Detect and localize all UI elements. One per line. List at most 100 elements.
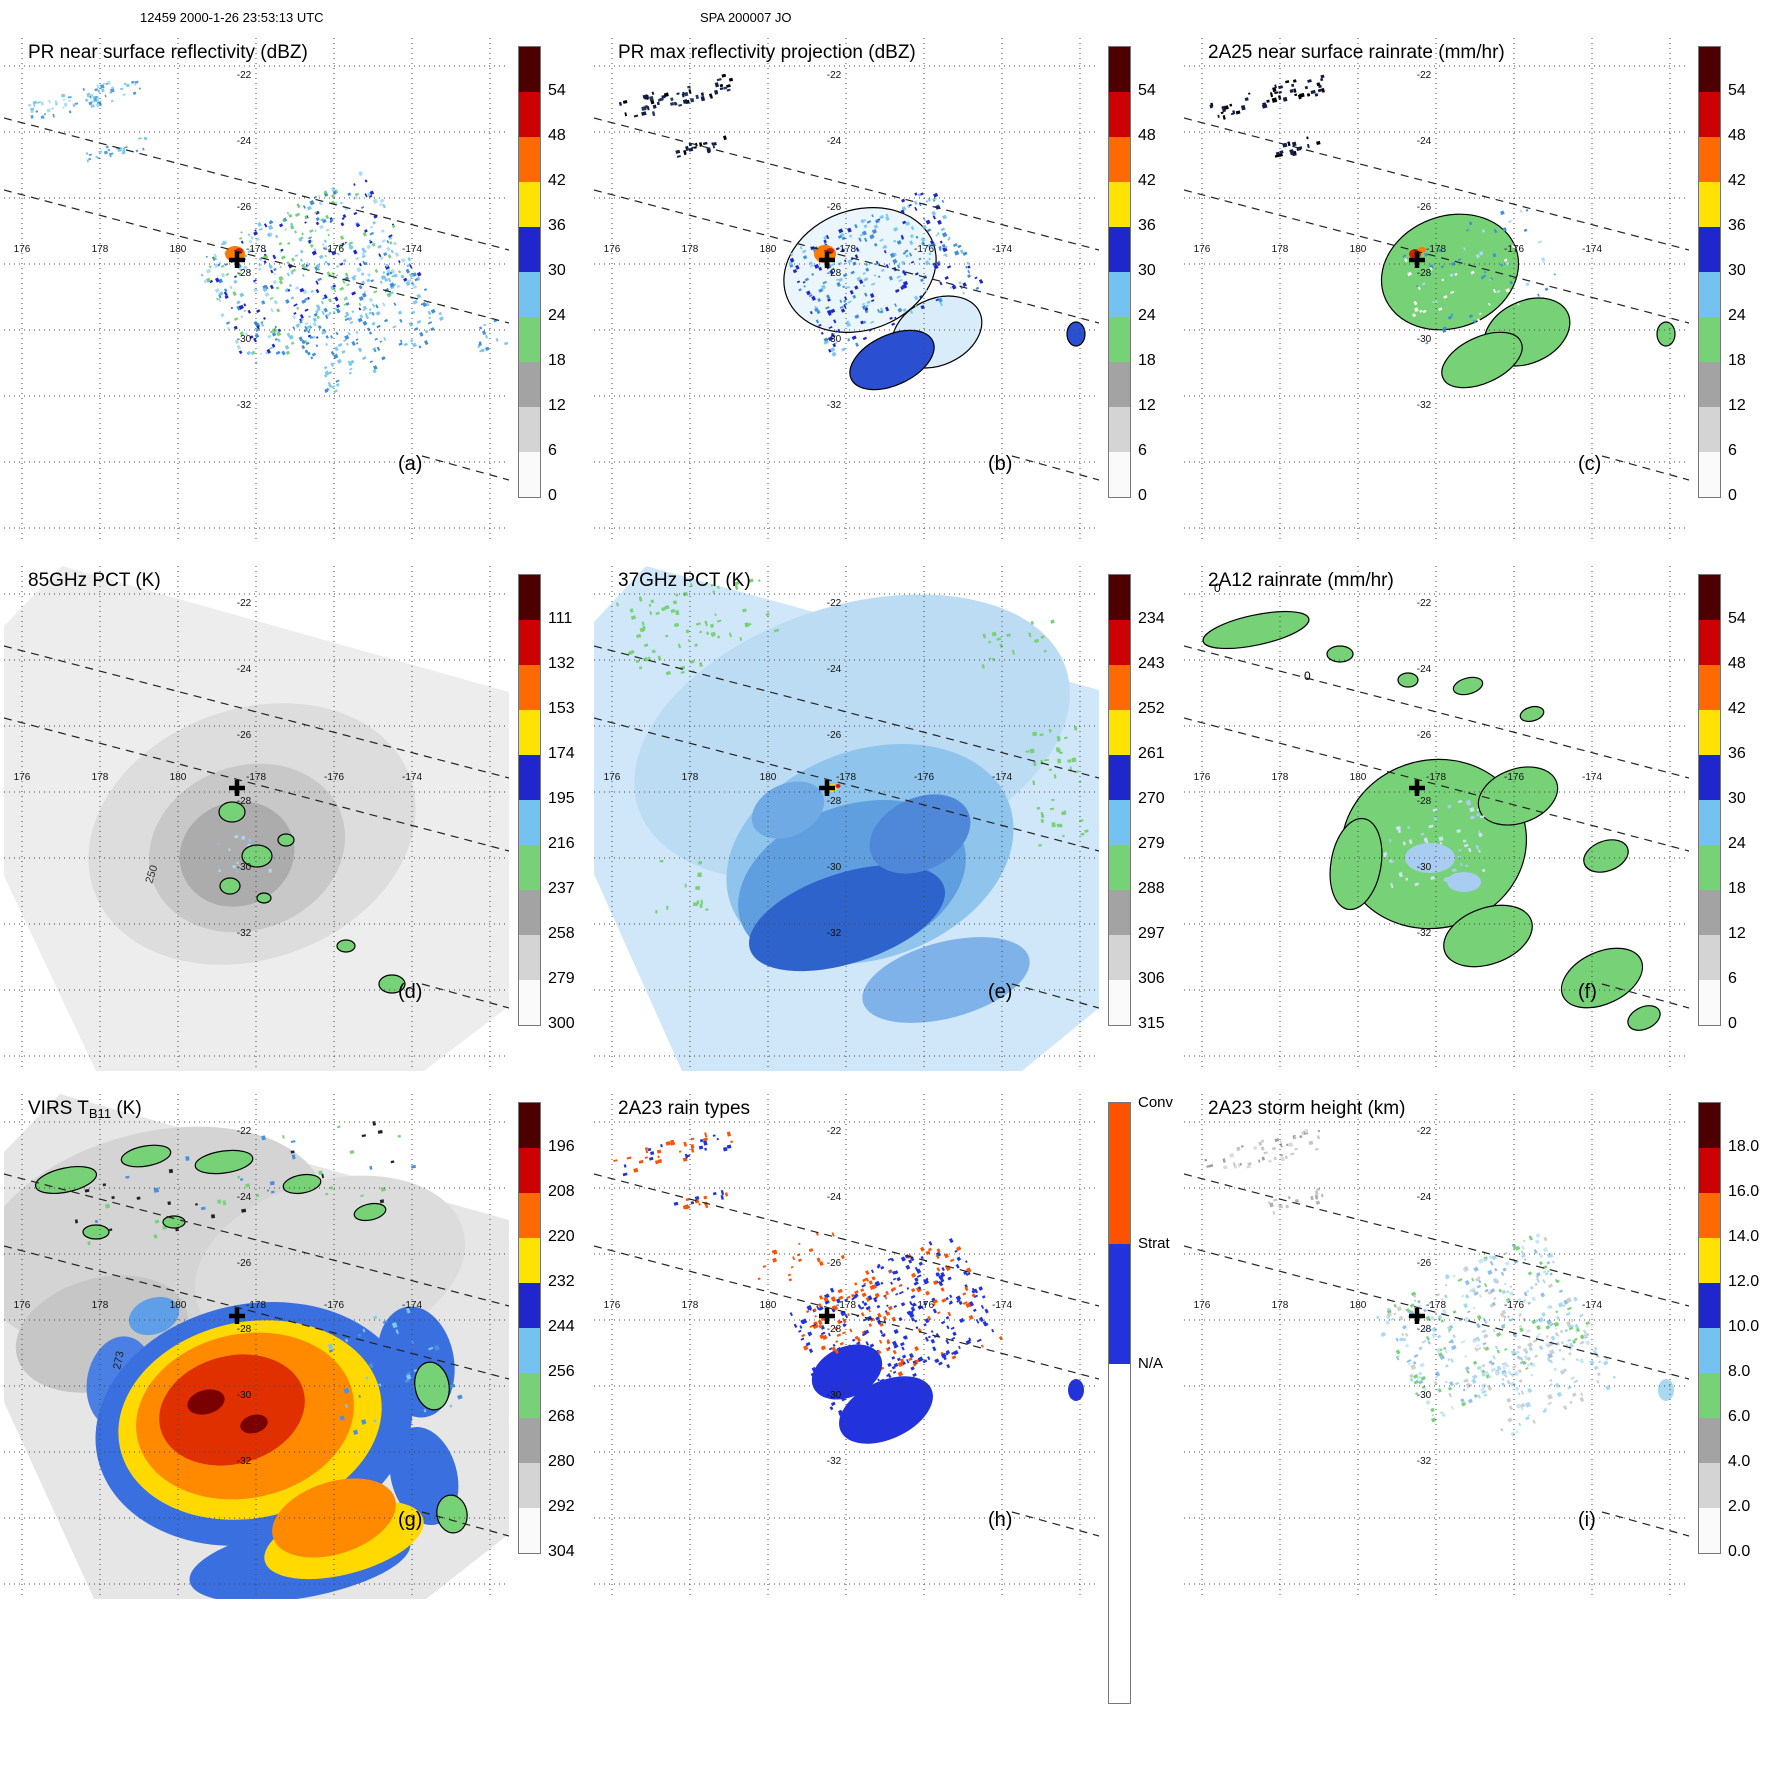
panel-letter: (a)	[398, 453, 422, 475]
colorbar-segment	[1699, 890, 1720, 935]
data-blob	[1583, 839, 1629, 873]
lat-label: -24	[827, 1192, 842, 1203]
speckle-field	[1204, 1128, 1321, 1170]
lon-label: 178	[1272, 1300, 1289, 1311]
lat-label: -32	[1417, 1456, 1432, 1467]
colorbar-label: 256	[548, 1363, 575, 1380]
speckle-field	[981, 619, 1055, 669]
colorbar-segment	[1109, 710, 1130, 755]
contour-label: 0	[1214, 581, 1221, 595]
lon-label: -176	[914, 1300, 934, 1311]
lat-label: -22	[827, 70, 842, 81]
data-blob	[120, 1144, 172, 1168]
colorbar-label: 30	[1728, 790, 1746, 807]
lon-label: -178	[246, 772, 266, 783]
panel-letter: (i)	[1578, 1509, 1596, 1531]
colorbar-label: 12	[1728, 397, 1746, 414]
lon-label: 176	[1194, 772, 1211, 783]
lat-label: -28	[1417, 796, 1432, 807]
swath-edge-line	[1184, 645, 1689, 779]
storm-center-cross	[229, 1308, 245, 1324]
lat-label: -28	[827, 1324, 842, 1335]
data-blob	[862, 937, 1030, 1023]
colorbar-label: 54	[1138, 82, 1156, 99]
data-blob	[241, 844, 273, 868]
lon-label: 176	[14, 244, 31, 255]
lat-label: -22	[1417, 1126, 1432, 1137]
colorbar-label: 12.0	[1728, 1273, 1760, 1290]
colorbar-label: 48	[1728, 655, 1746, 672]
colorbar-segment	[1699, 362, 1720, 407]
colorbar-label: 243	[1138, 655, 1165, 672]
colorbar-segment	[519, 137, 540, 182]
colorbar-segment	[1109, 620, 1130, 665]
colorbar-label: 12	[1138, 397, 1156, 414]
header-storm-id: SPA 200007 JO	[700, 10, 792, 25]
colorbar-segment	[1109, 137, 1130, 182]
lat-label: -32	[237, 400, 252, 411]
panel-title: 2A12 rainrate (mm/hr)	[1208, 570, 1394, 591]
data-blob	[751, 781, 825, 839]
colorbar-segment	[1699, 1103, 1720, 1148]
colorbar-segment	[1699, 1193, 1720, 1238]
colorbar-segment	[519, 620, 540, 665]
colorbar-segment	[519, 1373, 540, 1418]
lat-label: -22	[237, 1126, 252, 1137]
lon-label: 180	[170, 244, 187, 255]
lat-label: -32	[1417, 928, 1432, 939]
colorbar-label: 18	[1138, 352, 1156, 369]
lat-label: -28	[827, 796, 842, 807]
colorbar-label: 48	[1728, 127, 1746, 144]
data-blob	[869, 794, 971, 874]
lat-label: -28	[237, 1324, 252, 1335]
colorbar-segment	[1109, 845, 1130, 890]
lat-label: -26	[1417, 202, 1432, 213]
colorbar-label: 196	[548, 1138, 575, 1155]
colorbar-label: 24	[1138, 307, 1156, 324]
colorbar-segment	[1109, 272, 1130, 317]
lat-label: -32	[827, 400, 842, 411]
data-blob	[187, 1389, 225, 1415]
colorbar-label: 6	[1138, 442, 1147, 459]
colorbar-label: 244	[548, 1318, 575, 1335]
colorbar-label: 174	[548, 745, 575, 762]
lat-label: -24	[1417, 664, 1432, 675]
map-c: 176 178 180 -178 -176 -174 -22 -24 -26 -28 -30 -32 2…	[1184, 38, 1689, 543]
colorbar-label: 300	[548, 1015, 575, 1032]
lon-label: 180	[1350, 772, 1367, 783]
lat-label: -26	[827, 730, 842, 741]
lon-label: 178	[1272, 772, 1289, 783]
colorbar-segment	[519, 980, 540, 1025]
lat-label: -24	[827, 136, 842, 147]
swath-edge-line	[594, 645, 1099, 779]
colorbar-segment	[1699, 1508, 1720, 1553]
colorbar-segment	[1109, 452, 1130, 497]
swath-edge-line	[1011, 455, 1099, 481]
colorbar-label: 216	[548, 835, 575, 852]
colorbar-label: 292	[548, 1498, 575, 1515]
data-blob	[240, 1414, 268, 1434]
data-blob	[1329, 817, 1383, 911]
colorbar-segment	[1699, 665, 1720, 710]
colorbar-segment	[519, 845, 540, 890]
colorbar-label: 30	[548, 262, 566, 279]
swath-edge-line	[1184, 189, 1689, 324]
contour-label: 250	[143, 864, 160, 885]
swath-edge-line	[4, 645, 509, 779]
colorbar-segment	[1109, 575, 1130, 620]
colorbar-label: 111	[548, 610, 573, 627]
panel-i: 176 178 180 -178 -176 -174 -22 -24 -26 -28 -30 -32 2…	[1180, 1084, 1770, 1612]
swath-edge-line	[1601, 455, 1689, 481]
lon-label: 178	[1272, 244, 1289, 255]
swath-edge-line	[1011, 1511, 1099, 1537]
swath-edge-line	[4, 717, 509, 852]
colorbar-segment	[519, 1328, 540, 1373]
colorbar-label: 268	[548, 1408, 575, 1425]
panel-a: 176 178 180 -178 -176 -174 -22 -24 -26 -28 -30 -32 P…	[0, 28, 590, 556]
lat-label: -26	[827, 1258, 842, 1269]
swath-edge-line	[1184, 717, 1689, 852]
colorbar-segment	[1109, 227, 1130, 272]
lon-label: 178	[92, 772, 109, 783]
colorbar-label: 48	[548, 127, 566, 144]
data-blob	[1443, 904, 1533, 968]
